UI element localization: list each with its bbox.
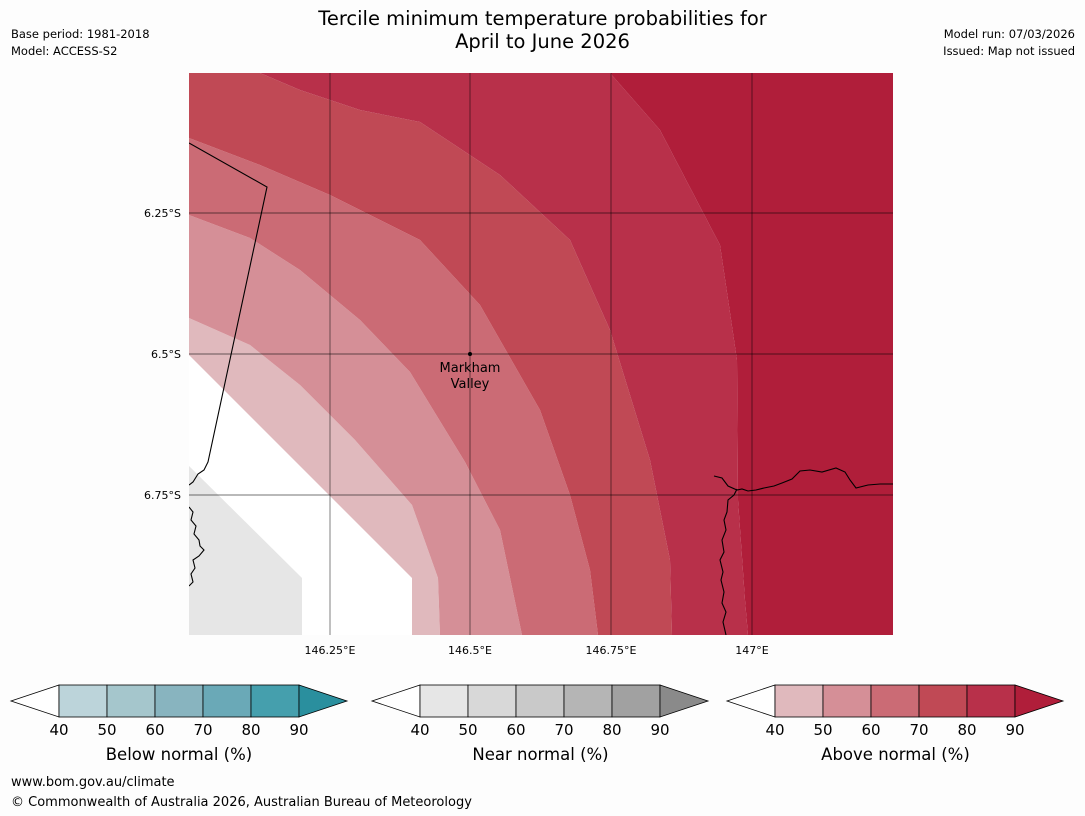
boundaries [189, 142, 893, 635]
legend-swatch [515, 684, 565, 718]
legend-swatch [774, 684, 824, 718]
legend-max-arrow [659, 684, 710, 718]
legend-tick-label: 70 [554, 721, 573, 739]
legend-title-near: Near normal (%) [472, 745, 609, 764]
province-boundary [189, 142, 268, 486]
model-name: Model: ACCESS-S2 [11, 44, 118, 58]
near-normal-region [189, 466, 302, 635]
legend-swatch [154, 684, 204, 718]
legend-tick-label: 90 [1005, 721, 1024, 739]
legend-tick-label: 40 [410, 721, 429, 739]
legend-tick-label: 40 [49, 721, 68, 739]
legend-below-normal: 40 50 60 70 80 90 [9, 684, 349, 739]
legend-tick-label: 60 [145, 721, 164, 739]
legend-swatch [202, 684, 252, 718]
lat-label-6.5: 6.5°S [151, 348, 181, 361]
legend-near-normal: 40 50 60 70 80 90 [370, 684, 710, 739]
base-period: Base period: 1981-2018 [11, 27, 150, 41]
legend-swatch [58, 684, 108, 718]
place-label-line2: Valley [451, 377, 490, 392]
legend-swatch [918, 684, 968, 718]
legend-swatch [419, 684, 469, 718]
lon-label-146.5: 146.5°E [448, 644, 492, 657]
legend-tick-label: 40 [765, 721, 784, 739]
legend-tick-label: 80 [957, 721, 976, 739]
legend-above-normal: 40 50 60 70 80 90 [725, 684, 1065, 739]
title-line-2: April to June 2026 [455, 30, 630, 53]
legend-max-arrow [298, 684, 349, 718]
lon-label-146.75: 146.75°E [586, 644, 637, 657]
footer-url: www.bom.gov.au/climate [11, 775, 175, 790]
legend-tick-label: 90 [289, 721, 308, 739]
legend-swatch [106, 684, 156, 718]
legend-tick-label: 50 [813, 721, 832, 739]
legend-tick-label: 50 [97, 721, 116, 739]
legend-swatch [250, 684, 300, 718]
legend-tick-label: 60 [506, 721, 525, 739]
legend-swatch [467, 684, 517, 718]
legend-swatch [563, 684, 613, 718]
legend-tick-label: 70 [193, 721, 212, 739]
coastline-east [713, 467, 893, 492]
above-band-50 [189, 318, 440, 635]
lon-label-146.25: 146.25°E [305, 644, 356, 657]
legend-min-arrow [370, 684, 421, 718]
above-band-70 [189, 138, 598, 635]
legend-max-arrow [1014, 684, 1065, 718]
model-run: Model run: 07/03/2026 [943, 27, 1075, 41]
legend-tick-label: 50 [458, 721, 477, 739]
river-line [719, 488, 738, 635]
markham-valley-marker [468, 352, 472, 356]
map-area: Markham Valley [189, 73, 893, 635]
map-title: Tercile minimum temperature probabilitie… [0, 7, 1085, 53]
lon-label-147: 147°E [735, 644, 768, 657]
issued-status: Issued: Map not issued [943, 44, 1075, 58]
legend-title-below: Below normal (%) [105, 745, 253, 764]
place-label-line1: Markham [440, 361, 501, 376]
legend-swatch [966, 684, 1016, 718]
legend-tick-label: 60 [861, 721, 880, 739]
legend-min-arrow [9, 684, 60, 718]
legend-min-arrow [725, 684, 776, 718]
footer-copyright: © Commonwealth of Australia 2026, Austra… [11, 795, 472, 810]
graticule [189, 73, 893, 635]
above-band-90 [260, 73, 748, 635]
meta-right: Model run: 07/03/2026 Issued: Map not is… [943, 26, 1075, 60]
legend-swatch [822, 684, 872, 718]
legend-tick-label: 80 [602, 721, 621, 739]
legend-tick-label: 80 [241, 721, 260, 739]
legend-title-above: Above normal (%) [821, 745, 970, 764]
coastline-west [189, 506, 205, 587]
title-line-1: Tercile minimum temperature probabilitie… [318, 7, 767, 30]
lat-label-6.25: 6.25°S [144, 207, 181, 220]
legend-tick-label: 70 [909, 721, 928, 739]
meta-left: Base period: 1981-2018 Model: ACCESS-S2 [11, 26, 150, 60]
legend-swatch [870, 684, 920, 718]
legend-swatch [611, 684, 661, 718]
legend-tick-label: 90 [650, 721, 669, 739]
lat-label-6.75: 6.75°S [144, 489, 181, 502]
above-band-60 [189, 215, 522, 635]
